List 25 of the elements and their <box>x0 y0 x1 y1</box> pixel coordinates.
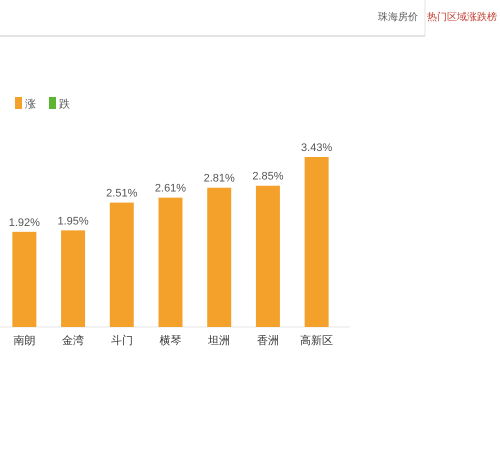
data-label: 2.61% <box>154 182 186 195</box>
x-tick-label: 南朗 <box>13 334 36 347</box>
x-tick-label: 香洲 <box>256 334 279 347</box>
x-tick-label: 金湾 <box>62 334 84 347</box>
bar <box>12 232 36 327</box>
legend-label: 跌 <box>59 98 70 110</box>
text: 热门区域涨跌榜 <box>427 11 497 23</box>
data-label: 1.95% <box>57 215 89 228</box>
bar <box>207 188 232 327</box>
legend-label: 涨 <box>25 98 36 110</box>
x-tick-label: 高新区 <box>300 334 334 347</box>
bar <box>110 202 134 327</box>
data-label: 2.81% <box>204 172 236 185</box>
bar <box>256 186 280 327</box>
bar <box>158 198 182 327</box>
data-label: 2.85% <box>252 170 284 183</box>
x-tick-label: 斗门 <box>110 334 133 347</box>
data-label: 2.51% <box>106 188 138 200</box>
x-tick-label: 横琴 <box>160 334 182 347</box>
text: 珠海房价 <box>378 11 418 23</box>
bar <box>61 230 86 327</box>
data-label: 3.43% <box>301 142 332 154</box>
bar <box>304 157 329 327</box>
x-tick-label: 坦洲 <box>207 334 230 347</box>
data-label: 1.92% <box>8 216 40 229</box>
